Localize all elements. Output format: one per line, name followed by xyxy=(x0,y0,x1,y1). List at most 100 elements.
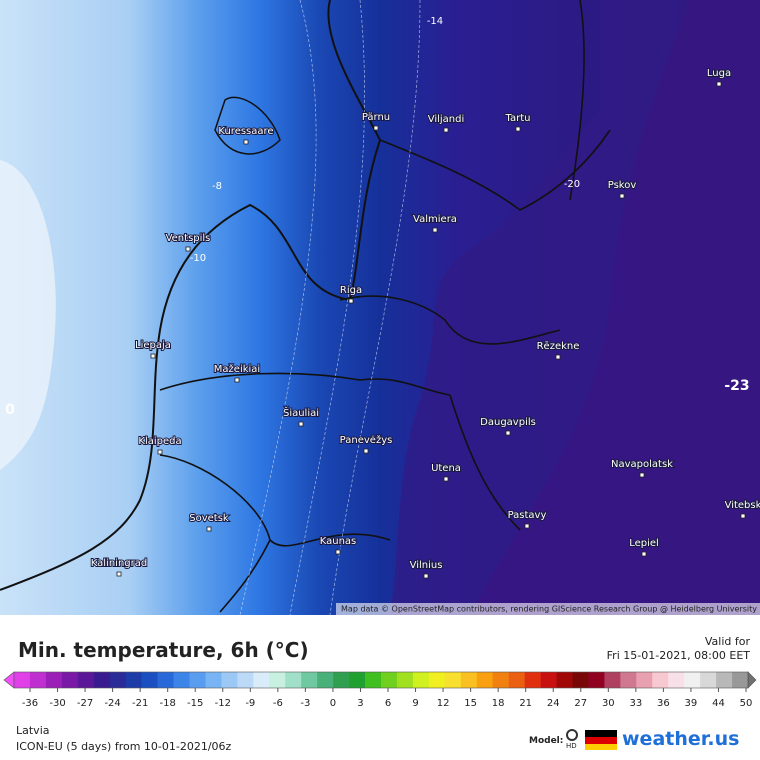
colorbar-cell xyxy=(157,672,174,688)
colorbar-tick-label: 27 xyxy=(574,698,587,709)
colorbar-cell xyxy=(396,672,414,688)
city-label: Pastavy xyxy=(508,510,547,521)
city-marker xyxy=(298,421,304,427)
city-label: Kaunas xyxy=(320,536,357,547)
model-run: ICON-EU (5 days) from 10-01-2021/06z xyxy=(16,740,232,753)
colorbar-cell xyxy=(349,672,366,688)
colorbar-tick-label: 0 xyxy=(330,698,336,709)
brand[interactable]: weather.us xyxy=(622,728,740,750)
city-label: Kaliningrad xyxy=(91,558,147,569)
city-marker xyxy=(116,571,122,577)
colorbar-tick-label: 3 xyxy=(357,698,363,709)
city-marker xyxy=(619,193,625,199)
city-marker xyxy=(363,448,369,454)
colorbar-cell xyxy=(652,672,669,688)
colorbar-cell xyxy=(365,672,382,688)
city-label: Utena xyxy=(431,463,461,474)
title: Min. temperature, 6h (°C) xyxy=(18,638,309,662)
city-marker xyxy=(443,127,449,133)
colorbar-cell xyxy=(173,672,190,688)
colorbar-cell xyxy=(460,672,478,688)
colorbar-tick-label: 30 xyxy=(602,698,615,709)
colorbar-cell xyxy=(476,672,493,688)
colorbar-cell xyxy=(45,672,63,688)
contour-label: -8 xyxy=(212,181,222,192)
island xyxy=(214,96,281,155)
colorbar-cell xyxy=(508,672,525,688)
colorbar-cell xyxy=(556,672,573,688)
city-marker xyxy=(150,353,156,359)
city-marker xyxy=(423,573,429,579)
city-marker xyxy=(443,476,449,482)
city-label: Vilnius xyxy=(410,560,443,571)
colorbar-cell xyxy=(61,672,79,688)
city-marker xyxy=(243,139,249,145)
colorbar-tick-label: -9 xyxy=(245,698,255,709)
city-marker xyxy=(716,81,722,87)
coldest-area xyxy=(470,0,760,615)
colorbar-cell xyxy=(428,672,446,688)
colorbar-cell xyxy=(253,672,270,688)
city-marker xyxy=(234,377,240,383)
colorbar-cell xyxy=(716,672,733,688)
city-label: Daugavpils xyxy=(480,417,536,428)
contour-label: -23 xyxy=(724,378,749,394)
colorbar-cell xyxy=(141,672,158,688)
colorbar-start xyxy=(3,671,15,689)
colorbar-cell xyxy=(444,672,462,688)
city-label: Rēzekne xyxy=(537,341,580,352)
colorbar-cell xyxy=(93,672,111,688)
colorbar-tick-label: -18 xyxy=(160,698,176,709)
colorbar-tick-label: -24 xyxy=(104,698,120,709)
colorbar-cell xyxy=(381,672,398,688)
city-label: Ventspils xyxy=(166,233,211,244)
city-marker xyxy=(335,549,341,555)
city-label: Navapolatsk xyxy=(611,459,673,470)
colorbar-tick-label: 15 xyxy=(464,698,477,709)
colorbar-cell xyxy=(269,672,286,688)
city-label: Mažeikiai xyxy=(214,363,260,375)
warm-area xyxy=(0,160,56,470)
colorbar-tick-label: 50 xyxy=(740,698,753,709)
colorbar-cell xyxy=(333,672,350,688)
colorbar-tick-label: -36 xyxy=(22,698,38,709)
borders xyxy=(159,0,611,613)
colorbar-cell xyxy=(572,672,589,688)
city-label: Pärnu xyxy=(362,112,390,123)
isotherms xyxy=(239,0,421,615)
city-label: Šiauliai xyxy=(283,406,319,419)
colorbar-cell xyxy=(221,672,238,688)
city-label: Luga xyxy=(707,68,731,79)
colorbar-cell xyxy=(636,672,653,688)
colorbar-cell xyxy=(588,672,605,688)
colorbar-cell xyxy=(125,672,142,688)
colorbar-cell xyxy=(237,672,254,688)
contour-label: -20 xyxy=(564,179,580,190)
contour-label: -14 xyxy=(427,16,443,27)
map: Luga Pärnu Viljandi Tartu Kuressaare Pskov Val… xyxy=(0,0,760,615)
region: Latvia xyxy=(16,724,50,737)
colorbar-tick-label: 24 xyxy=(547,698,560,709)
city-label: Tartu xyxy=(505,113,531,124)
colorbar-cell xyxy=(668,672,685,688)
colorbar: -36 -30 -27 -24 -21 -18 -15 -12 -9 -6 -3 0 3 6 9 12 15 18… xyxy=(3,671,757,709)
city-marker xyxy=(639,472,645,478)
colorbar-cell xyxy=(604,672,621,688)
colorbar-cell xyxy=(29,672,47,688)
city-marker xyxy=(641,551,647,557)
colorbar-tick-label: 33 xyxy=(629,698,642,709)
city-label: Valmiera xyxy=(413,214,457,225)
colorbar-tick-label: -15 xyxy=(187,698,203,709)
city-label: Vitebsk xyxy=(725,500,760,511)
colorbar-frame xyxy=(13,671,749,689)
city-marker xyxy=(157,449,163,455)
city-label: Kuressaare xyxy=(218,126,273,137)
colorbar-tick-label: -6 xyxy=(273,698,283,709)
contour-label: 0 xyxy=(5,402,15,418)
attribution-bg xyxy=(336,603,760,615)
city-marker xyxy=(185,246,191,252)
colorbar-cell xyxy=(524,672,541,688)
colorbar-tick-label: -21 xyxy=(132,698,148,709)
colorbar-tick-label: -12 xyxy=(215,698,231,709)
city-label: Sovetsk xyxy=(189,513,229,524)
